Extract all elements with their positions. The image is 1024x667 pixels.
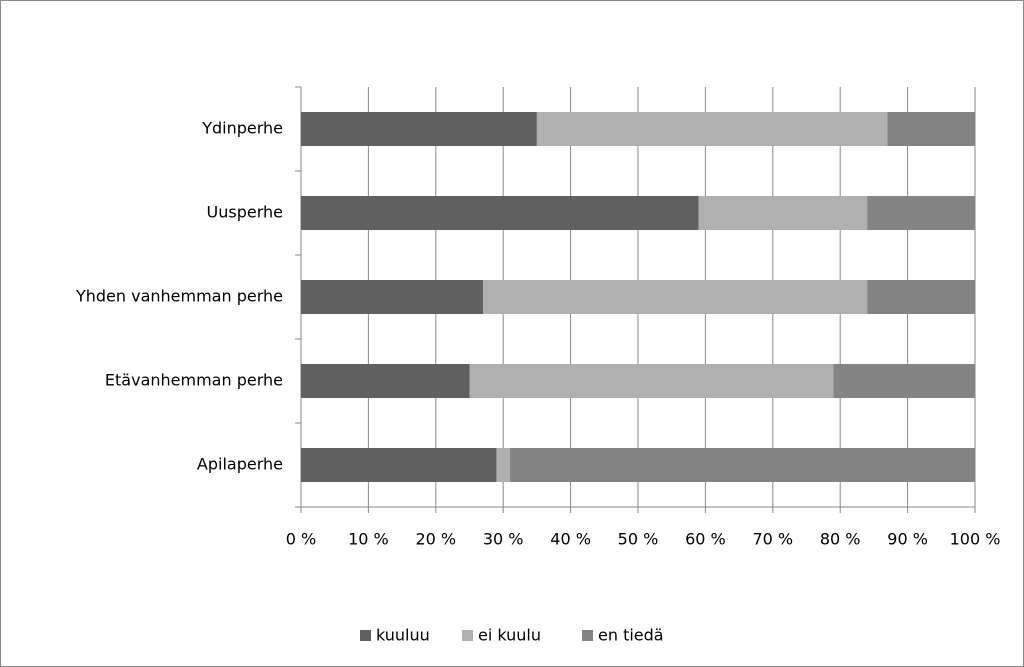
x-tick-label: 100 % [950, 530, 1001, 549]
x-tick-label: 90 % [887, 530, 928, 549]
bar-segment [301, 448, 497, 482]
y-tick-label: Apilaperhe [197, 455, 283, 474]
x-tick-label: 50 % [618, 530, 659, 549]
bar-segment [496, 448, 510, 482]
x-tick-label: 0 % [286, 530, 316, 549]
y-tick-label: Uusperhe [207, 203, 283, 222]
x-tick-label: 40 % [550, 530, 591, 549]
bar-segment [469, 364, 834, 398]
x-tick-label: 80 % [820, 530, 861, 549]
x-tick-label: 60 % [685, 530, 726, 549]
bar-segment [698, 196, 868, 230]
x-tick-label: 30 % [483, 530, 524, 549]
x-tick-label: 70 % [752, 530, 793, 549]
y-tick-label: Yhden vanhemman perhe [75, 287, 283, 306]
legend-label: kuuluu [376, 626, 430, 645]
y-tick-label: Etävanhemman perhe [105, 371, 283, 390]
legend-label: en tiedä [598, 626, 664, 645]
bar-segment [301, 196, 699, 230]
bar-segment [536, 112, 888, 146]
x-tick-label: 20 % [415, 530, 456, 549]
bar-segment [301, 364, 470, 398]
legend-swatch [582, 630, 593, 641]
bar-segment [867, 280, 975, 314]
y-tick-label: Ydinperhe [201, 119, 283, 138]
bar-segment [301, 280, 483, 314]
bar-segment [887, 112, 975, 146]
legend-swatch [360, 630, 371, 641]
x-tick-label: 10 % [348, 530, 389, 549]
bar-segment [482, 280, 868, 314]
legend-label: ei kuulu [478, 626, 541, 645]
bar-segment [509, 448, 975, 482]
bar-segment [867, 196, 975, 230]
bar-segment [301, 112, 537, 146]
bar-segment [833, 364, 975, 398]
legend-swatch [462, 630, 473, 641]
